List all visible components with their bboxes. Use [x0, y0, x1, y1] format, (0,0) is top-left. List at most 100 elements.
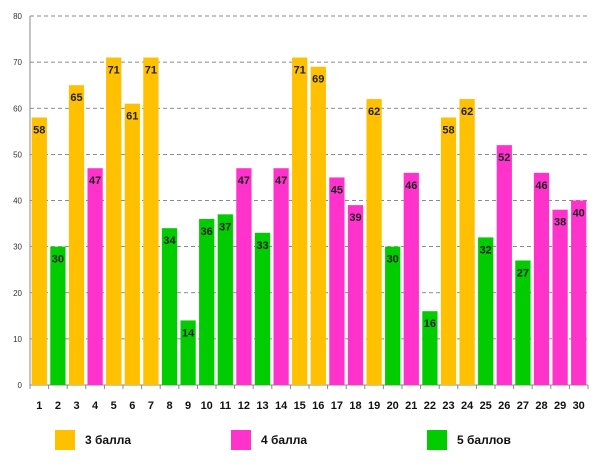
- x-tick-label: 20: [387, 400, 399, 412]
- legend-swatch-5: [427, 430, 447, 450]
- bar: [199, 218, 215, 385]
- x-tick-label: 22: [424, 400, 436, 412]
- bar: [254, 232, 271, 385]
- legend-swatch-3: [55, 430, 75, 450]
- x-tick-label: 11: [219, 400, 231, 412]
- x-tick-label: 28: [535, 400, 547, 412]
- bars: [31, 57, 587, 386]
- bar: [533, 172, 550, 385]
- bar: [459, 99, 475, 386]
- x-tick-label: 19: [368, 400, 380, 412]
- bar: [161, 228, 178, 385]
- x-tick-label: 18: [349, 400, 361, 412]
- x-tick-label: 25: [480, 400, 492, 412]
- x-tick-label: 29: [554, 400, 566, 412]
- data-label: 62: [368, 106, 380, 118]
- data-label: 39: [349, 212, 361, 224]
- data-label: 27: [517, 267, 529, 279]
- bar: [366, 99, 382, 386]
- bar: [236, 168, 252, 385]
- data-label: 62: [461, 106, 473, 118]
- bar: [106, 57, 122, 385]
- x-tick-label: 6: [129, 400, 135, 412]
- bar: [273, 168, 289, 385]
- x-tick-label: 23: [442, 400, 454, 412]
- x-tick-label: 14: [275, 400, 288, 412]
- bar: [515, 260, 531, 385]
- data-label: 37: [219, 221, 231, 233]
- bar: [124, 103, 140, 385]
- y-tick-label: 0: [18, 381, 23, 390]
- bar: [31, 117, 47, 385]
- x-tick-label: 5: [111, 400, 117, 412]
- legend-label-5: 5 баллов: [457, 433, 511, 447]
- data-label: 61: [126, 111, 138, 123]
- bar: [292, 57, 308, 385]
- y-tick-labels: 0 10 20 30 40 50 60 70 80: [13, 12, 22, 390]
- data-label: 30: [52, 254, 64, 266]
- bar: [87, 168, 103, 385]
- bar: [571, 200, 587, 385]
- x-tick-label: 26: [498, 400, 510, 412]
- axes: [29, 16, 589, 389]
- y-tick-label: 30: [13, 243, 22, 252]
- bar: [496, 145, 512, 385]
- legend-label-4: 4 балла: [261, 433, 308, 447]
- bar: [403, 172, 419, 385]
- data-label: 46: [535, 180, 547, 192]
- x-tick-label: 2: [55, 400, 61, 412]
- data-label: 34: [163, 235, 176, 247]
- bar: [68, 85, 85, 385]
- x-tick-label: 13: [256, 400, 268, 412]
- x-tick-label: 10: [201, 400, 213, 412]
- x-tick-label: 16: [312, 400, 324, 412]
- data-label: 52: [498, 152, 510, 164]
- x-tick-label: 24: [461, 400, 474, 412]
- bar: [180, 320, 196, 385]
- x-tick-labels: 1 2 3 4 5 6 7 8 9 10 11 12 13 14 15 16 17 18 19 20 21 22 23 24 2…: [36, 400, 585, 412]
- bar: [143, 57, 159, 385]
- data-label: 71: [145, 65, 157, 77]
- data-labels: 58 30 65 47 71 61 71 34 14 36 37 47 33 47 71 69 45 39 62 30…: [33, 65, 585, 340]
- data-label: 38: [554, 217, 566, 229]
- x-tick-label: 15: [294, 400, 306, 412]
- data-label: 65: [70, 92, 82, 104]
- data-label: 71: [108, 65, 120, 77]
- x-tick-label: 1: [36, 400, 42, 412]
- bar: [440, 117, 457, 385]
- bar: [310, 66, 326, 386]
- legend-item-3: 3 балла: [55, 428, 131, 452]
- x-tick-label: 12: [238, 400, 250, 412]
- data-label: 71: [294, 65, 306, 77]
- bar: [50, 246, 66, 385]
- legend-item-5: 5 баллов: [427, 428, 511, 452]
- data-label: 47: [89, 175, 101, 187]
- data-label: 16: [424, 318, 436, 330]
- y-tick-label: 20: [13, 289, 22, 298]
- y-tick-label: 60: [13, 104, 22, 113]
- data-label: 14: [182, 327, 195, 339]
- x-tick-label: 3: [73, 400, 79, 412]
- y-tick-label: 50: [13, 150, 22, 159]
- x-tick-label: 4: [92, 400, 99, 412]
- x-tick-label: 7: [148, 400, 154, 412]
- legend-item-4: 4 балла: [231, 428, 307, 452]
- data-label: 69: [312, 74, 324, 86]
- legend: 3 балла 4 балла 5 баллов: [0, 428, 598, 452]
- data-label: 58: [442, 124, 454, 136]
- data-label: 30: [387, 254, 399, 266]
- bar: [385, 246, 401, 385]
- data-label: 40: [573, 208, 585, 220]
- legend-label-3: 3 балла: [85, 433, 132, 447]
- legend-swatch-4: [231, 430, 251, 450]
- y-tick-label: 40: [13, 197, 22, 206]
- x-tick-label: 9: [185, 400, 191, 412]
- x-tick-label: 21: [405, 400, 417, 412]
- data-label: 45: [331, 184, 343, 196]
- bar: [329, 177, 345, 385]
- data-label: 36: [201, 226, 213, 238]
- y-tick-label: 10: [13, 335, 22, 344]
- data-label: 46: [405, 180, 417, 192]
- data-label: 58: [33, 124, 45, 136]
